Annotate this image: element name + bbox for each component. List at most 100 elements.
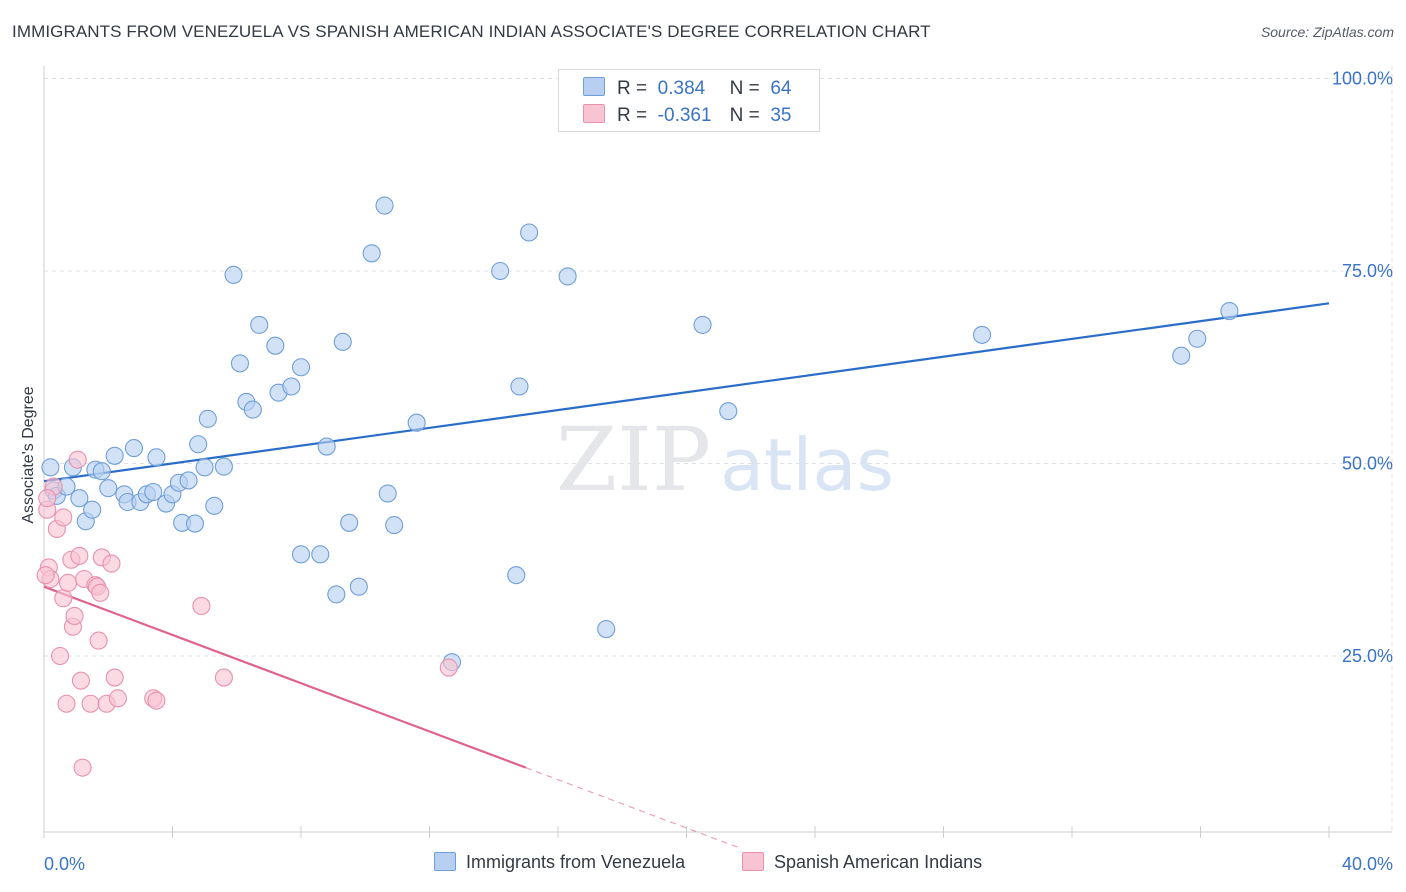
point-venezuela [224,265,243,284]
point-spanish-american-indian [54,508,73,527]
point-venezuela [70,489,89,508]
point-venezuela [719,402,738,421]
point-venezuela [327,585,346,604]
legend-r-label: R = [617,78,648,99]
point-venezuela [185,514,205,533]
point-spanish-american-indian [36,566,55,585]
point-venezuela [291,545,311,564]
point-spanish-american-indian [59,573,78,592]
series-legend-pink-label: Spanish American Indians [774,852,983,872]
point-venezuela [597,619,616,639]
point-venezuela [144,482,163,502]
point-spanish-american-indian [91,583,110,602]
point-venezuela [491,261,510,281]
point-venezuela [195,458,214,477]
point-venezuela [105,446,124,465]
correlation-legend: R = 0.384 N = 64 R = -0.361 N = 35 [558,69,820,132]
point-spanish-american-indian [192,596,211,616]
point-venezuela [198,409,217,428]
series-legend-blue[interactable]: Immigrants from Venezuela [434,852,685,876]
watermark-zip: ZIP [556,408,711,511]
point-venezuela [349,577,368,596]
legend-blue-n-value: 64 [770,78,792,99]
point-spanish-american-indian [81,694,100,713]
point-venezuela [378,484,397,503]
legend-r-label: R = [617,105,648,126]
chart-title: IMMIGRANTS FROM VENEZUELA VS SPANISH AME… [12,22,931,41]
legend-swatch-blue [583,77,605,96]
legend-row-blue: R = 0.384 N = 64 [583,77,791,99]
series-legend-pink[interactable]: Spanish American Indians [742,852,982,876]
trend-line-pink-extension [525,767,742,850]
trend-layer [43,302,1330,850]
point-venezuela [205,496,224,515]
point-venezuela [333,332,352,351]
series-swatch-blue [434,852,456,871]
chart-source: Source: ZipAtlas.com [1260,24,1394,40]
point-venezuela [1220,301,1239,321]
point-venezuela [124,439,143,458]
point-spanish-american-indian [147,691,166,710]
point-venezuela [520,223,539,242]
point-spanish-american-indian [38,489,57,508]
point-venezuela [41,458,60,477]
axis-layer [43,66,1392,838]
point-venezuela [282,377,301,396]
legend-pink-n-value: 35 [770,105,792,126]
point-spanish-american-indian [89,631,108,650]
point-venezuela [1188,329,1207,348]
point-spanish-american-indian [102,554,121,573]
point-venezuela [1172,346,1191,365]
point-spanish-american-indian [65,606,84,626]
point-venezuela [558,267,577,286]
point-venezuela [230,354,250,373]
point-spanish-american-indian [105,668,124,687]
point-venezuela [214,457,233,476]
series-legend-blue-label: Immigrants from Venezuela [466,852,686,872]
point-spanish-american-indian [108,689,127,708]
point-venezuela [385,516,404,535]
point-venezuela [83,500,102,519]
point-venezuela [407,413,426,432]
legend-blue-r-value: 0.384 [657,78,706,99]
point-venezuela [243,400,262,419]
legend-swatch-pink [583,104,605,123]
grid-layer [44,66,1393,832]
point-venezuela [92,462,111,481]
point-venezuela [99,479,118,498]
point-venezuela [340,513,359,532]
x-tick-label-min: 0.0% [44,854,85,874]
watermark: ZIP atlas [556,408,894,511]
watermark-atlas: atlas [720,423,894,507]
point-spanish-american-indian [68,450,87,469]
point-spanish-american-indian [70,546,89,565]
y-tick-label: 75.0% [1342,261,1393,281]
point-spanish-american-indian [214,668,233,687]
point-venezuela [317,437,336,456]
point-spanish-american-indian [439,658,458,677]
point-spanish-american-indian [57,694,76,713]
series-swatch-pink [742,852,764,871]
trend-line-blue [43,302,1330,483]
point-venezuela [375,196,394,215]
point-venezuela [179,471,198,490]
trend-line-pink [43,585,527,769]
points-layer [36,196,1239,777]
point-spanish-american-indian [73,758,92,777]
point-venezuela [147,448,166,467]
point-venezuela [972,325,992,344]
point-venezuela [311,545,330,564]
point-venezuela [510,377,529,396]
point-venezuela [693,315,712,334]
point-spanish-american-indian [71,671,90,690]
point-venezuela [189,435,208,454]
legend-row-pink: R = -0.361 N = 35 [583,104,791,126]
tick-label-layer: 100.0% 75.0% 50.0% 25.0% 0.0% 40.0% [44,69,1393,875]
y-tick-label: 50.0% [1342,454,1393,474]
point-venezuela [507,566,526,585]
y-tick-label: 100.0% [1332,69,1393,89]
point-venezuela [362,244,381,263]
point-venezuela [266,336,285,355]
point-spanish-american-indian [51,646,70,666]
